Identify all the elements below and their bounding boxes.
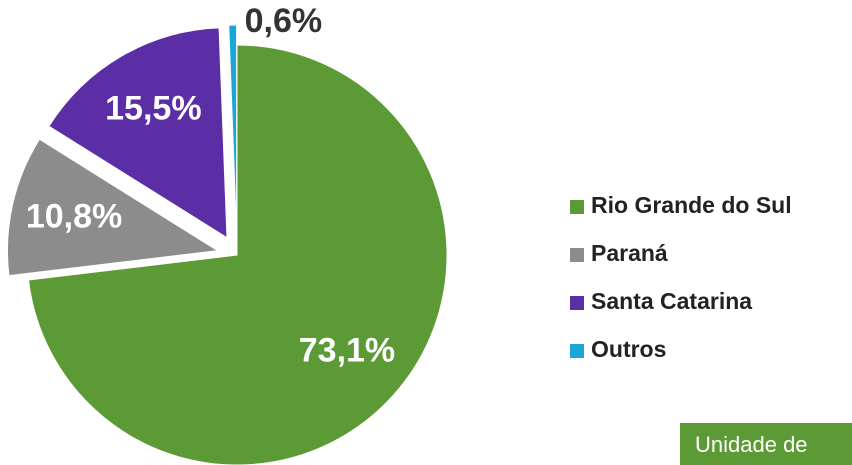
pie-slice bbox=[27, 44, 448, 465]
slice-label: 0,6% bbox=[245, 2, 323, 40]
legend-label: Outros bbox=[591, 336, 666, 362]
legend-label: Paraná bbox=[591, 240, 668, 266]
legend-swatch bbox=[570, 200, 584, 214]
footer-text: Unidade de bbox=[695, 432, 808, 457]
pie-slice bbox=[6, 138, 219, 277]
slice-label: 73,1% bbox=[299, 332, 395, 370]
pie-slice bbox=[48, 27, 228, 239]
legend-label: Santa Catarina bbox=[591, 288, 752, 314]
legend-label: Rio Grande do Sul bbox=[591, 192, 792, 218]
footer-box bbox=[680, 423, 852, 465]
legend-swatch bbox=[570, 248, 584, 262]
slice-label: 10,8% bbox=[26, 198, 122, 236]
legend-swatch bbox=[570, 296, 584, 310]
slice-label: 15,5% bbox=[105, 89, 201, 127]
legend-swatch bbox=[570, 344, 584, 358]
pie-slice bbox=[228, 24, 238, 236]
